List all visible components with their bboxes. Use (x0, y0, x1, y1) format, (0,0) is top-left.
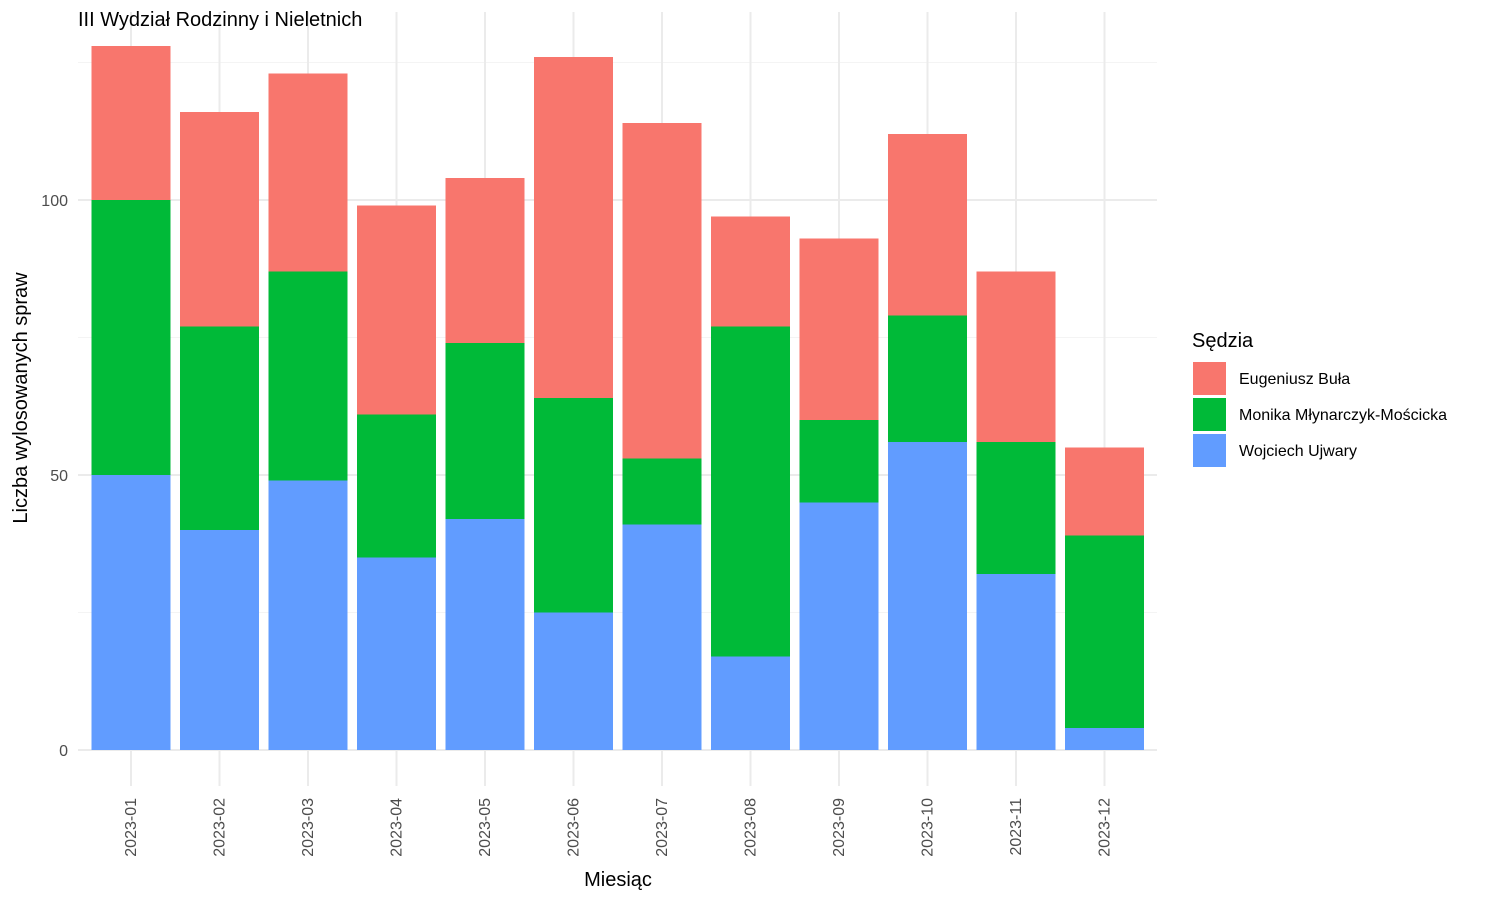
bar-segment (888, 134, 967, 316)
bar-segment (180, 530, 259, 750)
bar-segment (888, 442, 967, 750)
bar-segment (357, 414, 436, 558)
bar-segment (622, 524, 702, 750)
bar-segment (1065, 535, 1144, 728)
y-tick-label: 50 (50, 468, 68, 485)
legend-key (1193, 434, 1226, 467)
x-tick-label: 2023-03 (300, 798, 317, 857)
x-tick-label: 2023-02 (212, 798, 229, 857)
bar-segment (976, 442, 1056, 574)
x-tick-label: 2023-08 (743, 798, 760, 857)
bar-segment (91, 200, 171, 475)
bar-segment (711, 326, 790, 657)
y-axis-ticks: 0 50 100 (41, 193, 68, 760)
x-tick-label: 2023-01 (123, 798, 140, 857)
bar-segment (1065, 447, 1144, 536)
bar-segment (1065, 728, 1144, 750)
legend-key (1193, 398, 1226, 431)
bar-segment (268, 480, 348, 750)
bar-segment (180, 326, 259, 530)
bar-segment (534, 57, 613, 398)
x-axis-ticks: 2023-01 2023-02 2023-03 2023-04 2023-05 2023-… (123, 798, 1114, 857)
legend-label: Eugeniusz Buła (1239, 371, 1350, 388)
bar-segment (445, 343, 525, 519)
bar-segment (711, 216, 790, 327)
bar-segment (534, 612, 613, 750)
bar-segment (91, 475, 171, 750)
legend-label: Monika Młynarczyk-Mościcka (1239, 407, 1447, 424)
x-tick-label: 2023-04 (389, 798, 406, 857)
x-tick-label: 2023-10 (920, 798, 937, 857)
bar-segment (799, 420, 879, 503)
legend-key (1193, 362, 1226, 395)
bar-segment (445, 519, 525, 750)
y-tick-label: 100 (41, 193, 68, 210)
legend: Sędzia Eugeniusz Buła Monika Młynarczyk-M… (1192, 330, 1447, 467)
bar-segment (268, 271, 348, 481)
chart-title: III Wydział Rodzinny i Nieletnich (78, 9, 362, 31)
x-tick-label: 2023-07 (654, 798, 671, 857)
bar-segment (268, 73, 348, 272)
x-axis-title: Miesiąc (584, 869, 652, 891)
bar-segment (976, 574, 1056, 750)
bar-segment (976, 271, 1056, 442)
bar-segment (534, 398, 613, 613)
legend-label: Wojciech Ujwary (1239, 443, 1357, 460)
x-tick-label: 2023-06 (566, 798, 583, 857)
bar-segment (357, 205, 436, 415)
y-tick-label: 0 (59, 743, 68, 760)
bar-segment (888, 315, 967, 442)
x-tick-label: 2023-09 (831, 798, 848, 857)
bar-segment (445, 178, 525, 343)
x-tick-label: 2023-05 (477, 798, 494, 857)
bar-segment (91, 46, 171, 200)
legend-title: Sędzia (1192, 330, 1254, 352)
x-tick-label: 2023-11 (1008, 798, 1025, 856)
y-axis-title: Liczba wylosowanych spraw (10, 272, 32, 524)
bar-segment (622, 123, 702, 459)
bar-segment (799, 502, 879, 750)
bar-segment (799, 238, 879, 420)
bars (91, 46, 1144, 750)
bar-segment (180, 112, 259, 327)
x-tick-label: 2023-12 (1097, 798, 1114, 857)
bar-segment (711, 656, 790, 750)
bar-segment (622, 458, 702, 525)
bar-segment (357, 557, 436, 750)
